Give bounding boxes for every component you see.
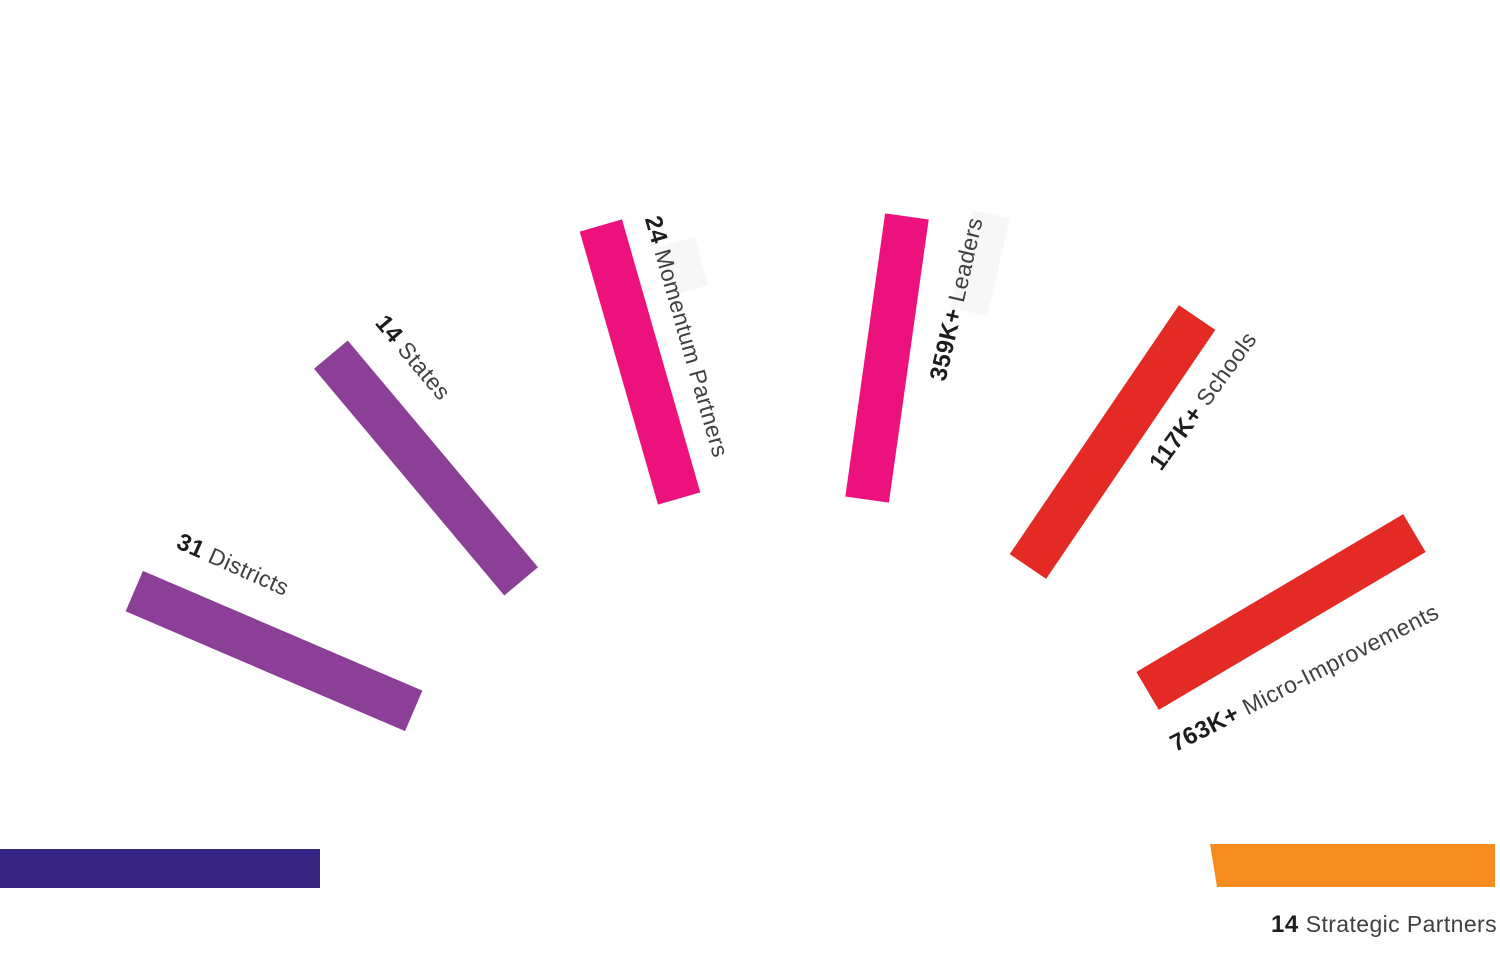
states-value: 14 — [369, 309, 409, 349]
strategic-partners-category: Strategic Partners — [1305, 911, 1497, 937]
micro-improvements-value: 763K+ — [1165, 699, 1244, 758]
momentum-partners-value: 24 — [639, 212, 673, 247]
districts-value: 31 — [172, 528, 209, 565]
states-category: States — [392, 336, 457, 405]
strategic-partners-bar — [1210, 844, 1495, 887]
leaders-bar — [845, 213, 929, 503]
strategic-partners-label: 14 Strategic Partners — [1271, 911, 1497, 938]
strategic-partners-value: 14 — [1271, 911, 1299, 938]
districts-category: Districts — [204, 542, 294, 601]
unlabeled-left-bar — [0, 849, 320, 888]
leaders-value: 359K+ — [924, 305, 968, 384]
